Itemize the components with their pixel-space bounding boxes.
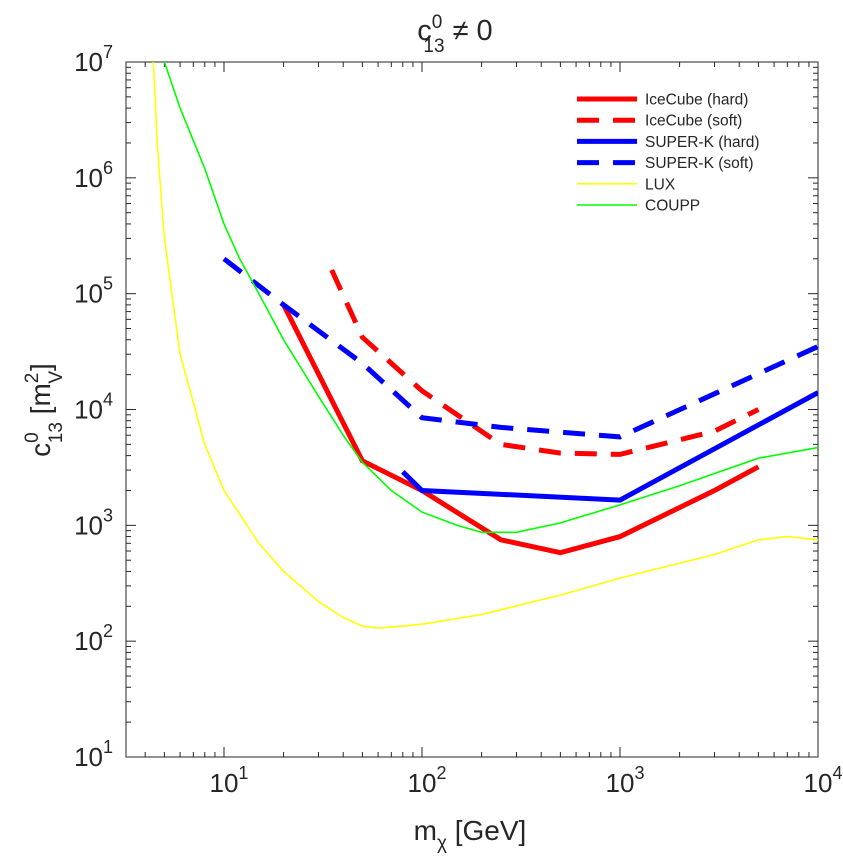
series-line-lux <box>152 62 818 629</box>
x-tick-label: 103 <box>606 763 645 798</box>
x-tick-label: 102 <box>408 763 447 798</box>
legend-label: LUX <box>645 176 676 193</box>
y-axis-title: c0 13 [m2 V] <box>22 363 67 457</box>
y-tick-label: 101 <box>74 737 113 772</box>
y-tick-label: 107 <box>74 42 113 77</box>
legend-label: SUPER-K (soft) <box>645 155 754 172</box>
y-tick-label: 106 <box>74 158 113 193</box>
x-tick-label: 104 <box>804 763 843 798</box>
y-tick-label: 103 <box>74 505 113 540</box>
series-line-icecube-hard <box>281 303 760 556</box>
y-tick-label: 105 <box>74 274 113 309</box>
series-line-coupp <box>163 62 818 534</box>
legend: IceCube (hard) IceCube (soft) SUPER-K (har… <box>577 92 760 215</box>
x-axis-title: mχ [GeV] <box>414 815 527 854</box>
legend-label: IceCube (hard) <box>645 92 748 109</box>
chart-title: c0 13 ≠ 0 <box>417 12 492 57</box>
axis-ticks <box>126 61 819 758</box>
y-tick-label: 102 <box>74 621 113 656</box>
series-line-super-k-soft <box>222 256 818 440</box>
legend-label: SUPER-K (hard) <box>645 134 760 151</box>
data-series <box>152 62 818 629</box>
series-line-super-k-hard <box>401 390 818 503</box>
axis-tick-labels: 101 102 103 104 105 106 107 101 102 103 104 <box>74 42 842 798</box>
legend-label: COUPP <box>645 198 700 215</box>
y-tick-label: 104 <box>74 390 113 425</box>
x-tick-label: 101 <box>210 763 249 798</box>
legend-label: IceCube (soft) <box>645 113 742 130</box>
series-line-icecube-soft <box>329 268 760 457</box>
